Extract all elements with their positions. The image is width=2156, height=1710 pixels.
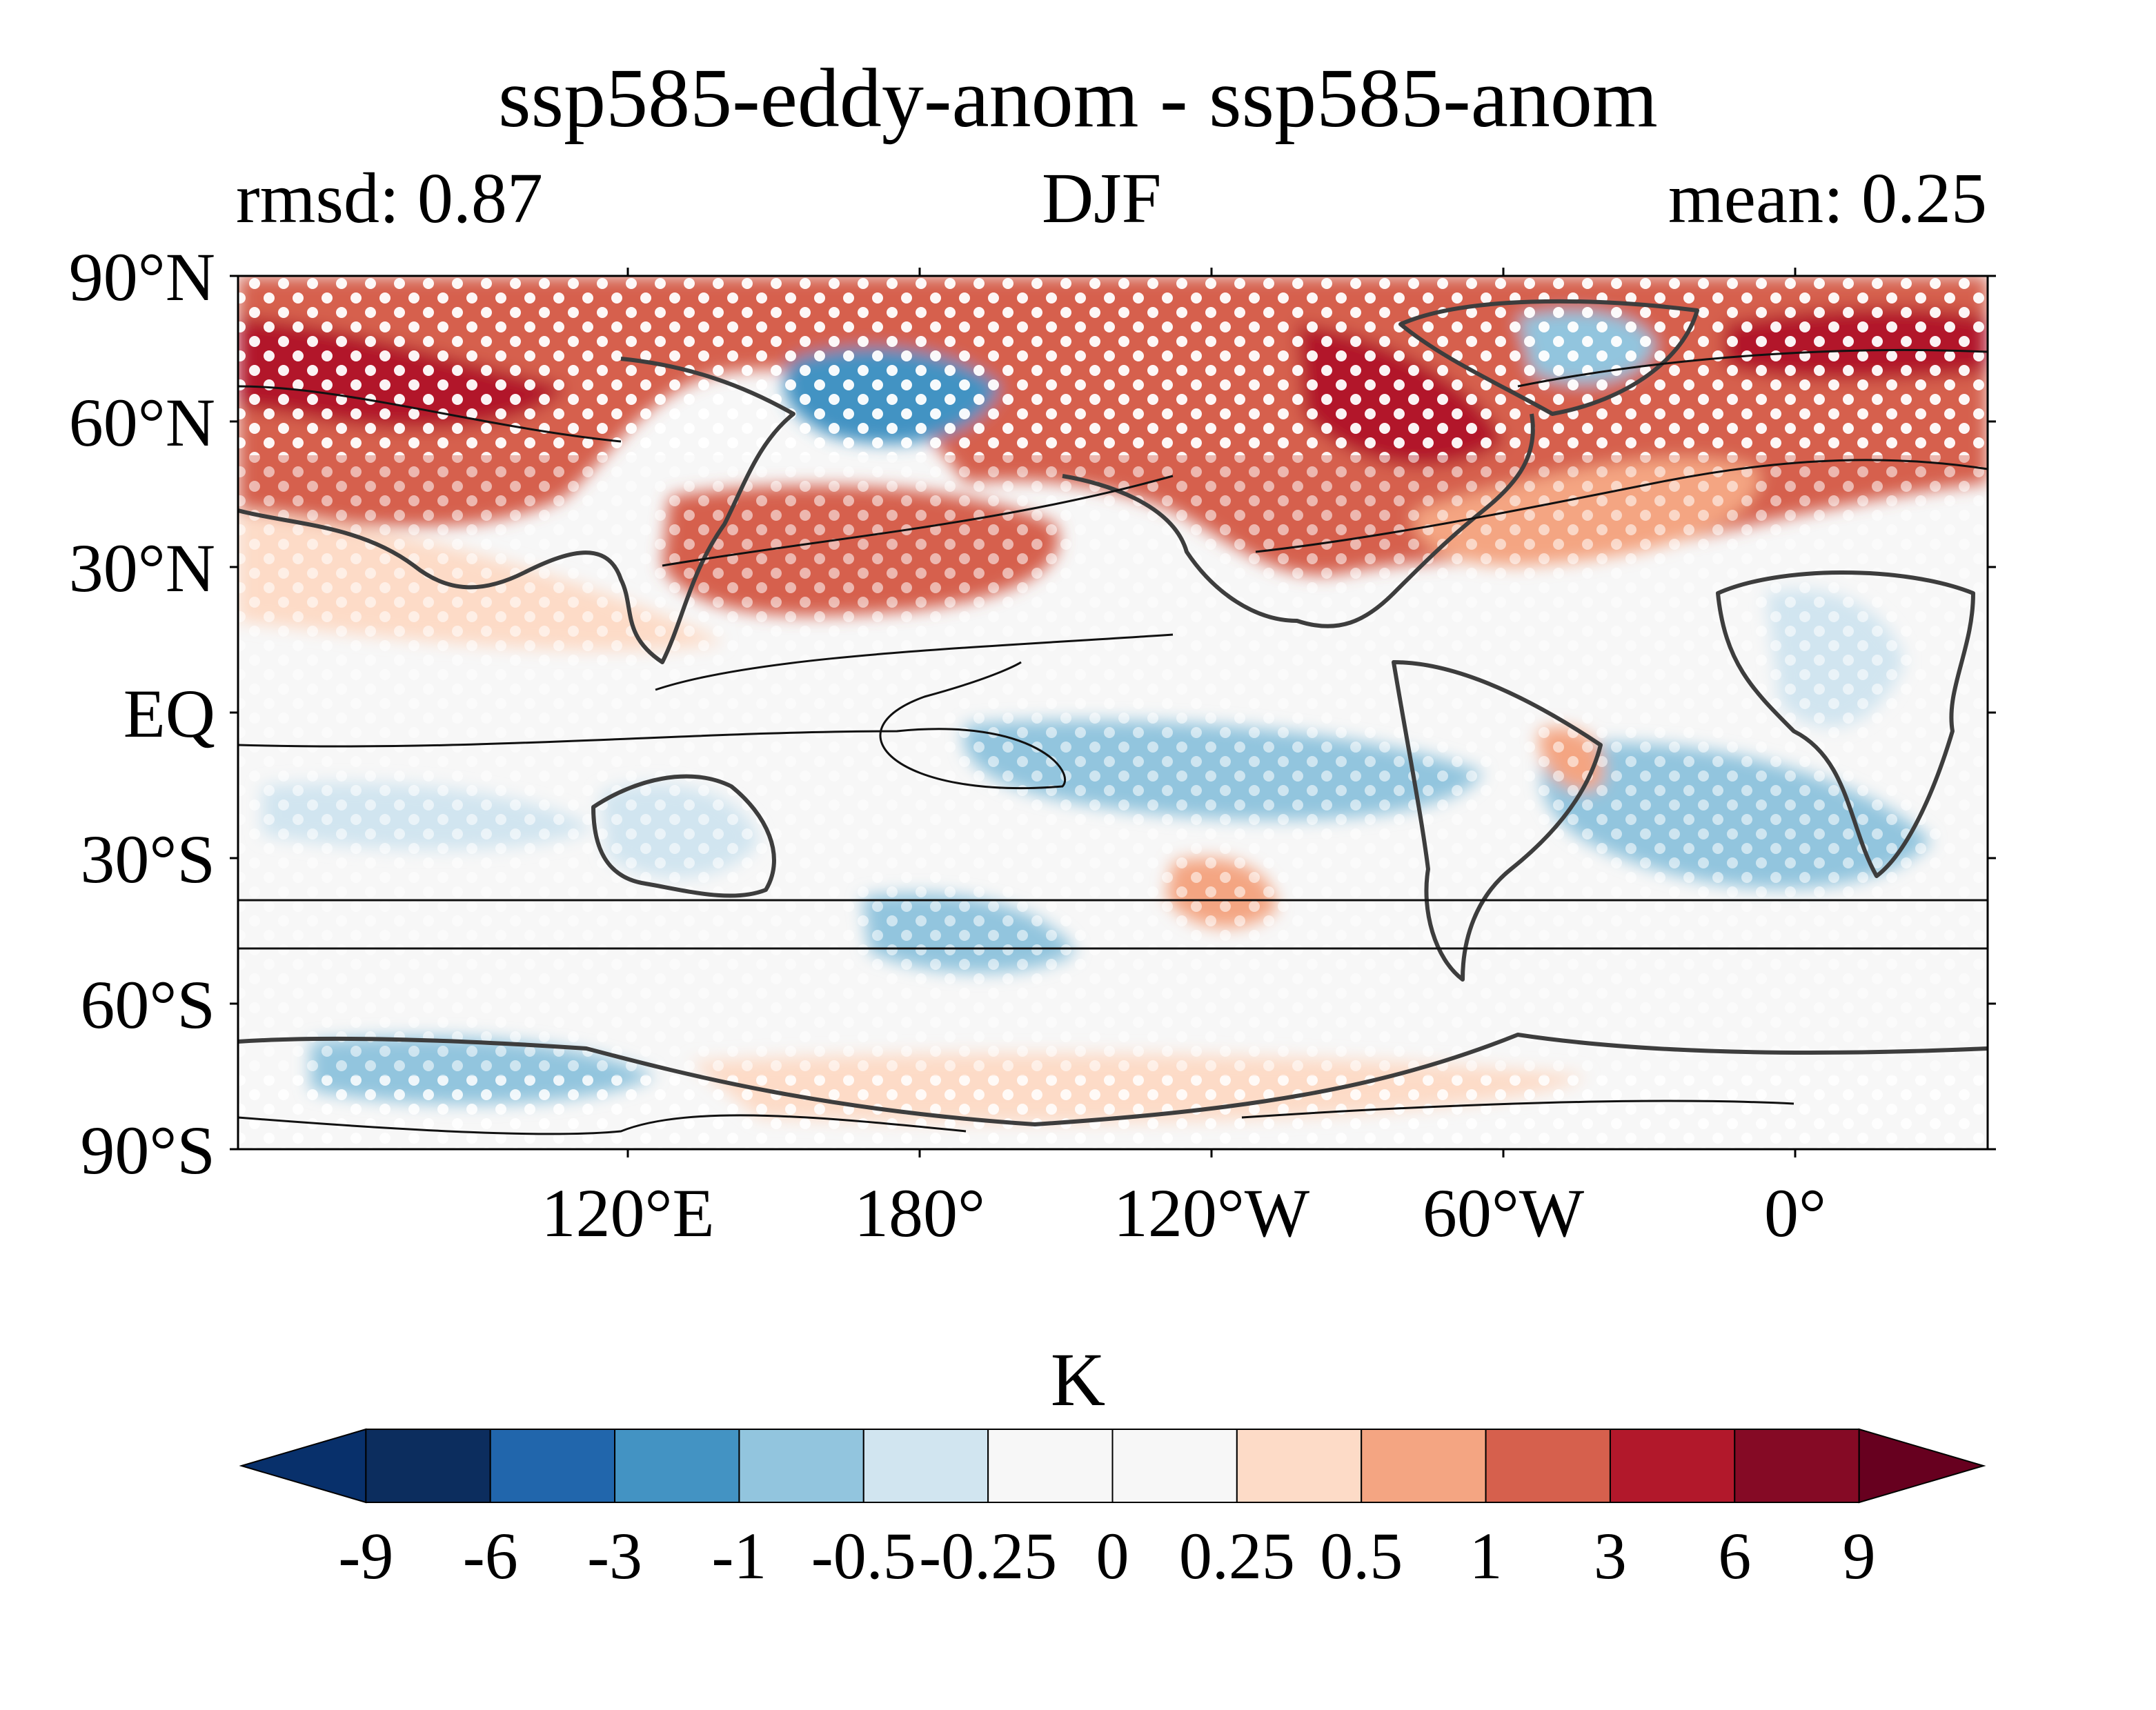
contour-7 [238,385,622,443]
plot-title: ssp585-eddy-anom - ssp585-anom [498,52,1658,145]
colorbar-segment [614,1429,740,1503]
contour-1 [238,661,1067,790]
colorbar-tick-label: -1 [711,1519,767,1593]
colorbar-segment [862,1429,989,1503]
colorbar: -9 -6 -3 -1 -0.5 -0.25 0 0.25 0.5 1 3 6 9 [239,1428,1986,1593]
colorbar-tick-label: -6 [463,1519,518,1593]
lat-label-90s: 90°S [80,1112,215,1189]
lat-label-30s: 30°S [80,821,215,897]
lat-tick-labels: 90°N 60°N 30°N EQ 30°S 60°S 90°S [69,239,215,1189]
coastlines [238,299,1988,1126]
contour-5 [662,475,1174,567]
colorbar-tick-label: 3 [1594,1519,1627,1593]
colorbar-segment [1236,1429,1363,1503]
colorbar-tick-label: -0.5 [811,1519,916,1593]
colorbar-segment [489,1429,616,1503]
colorbar-tick-label: 9 [1843,1519,1876,1593]
colorbar-extend-high [1858,1428,1986,1504]
lat-label-eq: EQ [123,675,215,752]
lat-label-60s: 60°S [80,966,215,1043]
colorbar-extend-low [239,1428,367,1504]
colorbar-unit-label: K [1050,1338,1106,1422]
coastline-northamerica [1062,413,1535,628]
lon-tick-labels: 120°E 180° 120°W 60°W 0° [541,1175,1826,1251]
colorbar-tick-label: 0 [1096,1519,1129,1593]
colorbar-tick-label: -9 [338,1519,393,1593]
season-label: DJF [1042,159,1162,238]
colorbar-segment [1361,1429,1487,1503]
colorbar-tick-label: 0.25 [1179,1519,1295,1593]
colorbar-segment [1609,1429,1736,1503]
colorbar-segment [365,1429,491,1503]
coastline-africa [1716,570,1975,878]
colorbar-segment [738,1429,864,1503]
lon-label-180: 180° [854,1175,985,1251]
lat-label-90n: 90°N [69,239,215,315]
colorbar-tick-label: -0.25 [919,1519,1057,1593]
stippling-north [238,276,1988,455]
lon-ticks [626,268,1797,1157]
colorbar-segment [1485,1429,1611,1503]
coastline-australia [591,774,776,898]
colorbar-tick-label: -3 [587,1519,642,1593]
colorbar-tick-label: 0.5 [1320,1519,1403,1593]
stippling-band [238,455,1988,1076]
mean-label: mean: 0.25 [1668,159,1987,238]
colorbar-segment [1111,1429,1238,1503]
colorbar-tick-label: 6 [1718,1519,1751,1593]
coastline-antarctica [238,1033,1988,1126]
lat-ticks [230,275,1996,1151]
lat-label-30n: 30°N [69,530,215,606]
contour-4 [655,633,1174,691]
contour-8 [1517,348,1988,388]
coastline-greenland [1398,299,1699,416]
lon-label-60w: 60°W [1423,1175,1585,1251]
lon-label-120w: 120°W [1114,1175,1310,1251]
stippling-south [238,1076,1988,1149]
contour-10 [1241,1100,1794,1119]
lon-label-120e: 120°E [541,1175,714,1251]
rmsd-label: rmsd: 0.87 [236,159,543,238]
contour-9 [238,1114,967,1135]
colorbar-segment [1734,1429,1860,1503]
colorbar-tick-label: 1 [1470,1519,1503,1593]
coastline-eurasia [238,357,795,664]
contour-6 [1255,459,1988,553]
lon-label-0: 0° [1764,1175,1826,1251]
map-panel [238,276,1988,1149]
coastline-southamerica [1392,660,1603,982]
colorbar-segment [987,1429,1114,1503]
lat-label-60n: 60°N [69,384,215,461]
